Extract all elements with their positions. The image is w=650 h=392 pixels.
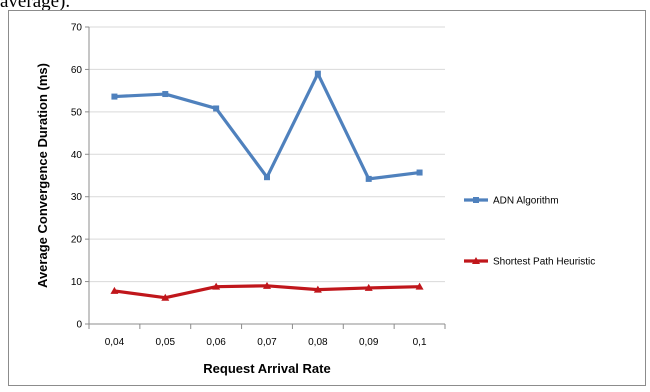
- data-point-0-1: [162, 91, 169, 98]
- data-point-1-0: [110, 286, 119, 294]
- x-tick-label-2: 0,06: [206, 337, 226, 348]
- data-point-0-3: [264, 174, 270, 181]
- y-axis-title: Average Convergence Duration (ms): [35, 63, 50, 288]
- data-point-1-2: [212, 282, 221, 290]
- data-point-1-1: [161, 293, 170, 301]
- y-tick-label-0: 0: [76, 320, 82, 331]
- x-tick-label-1: 0,05: [156, 337, 176, 348]
- x-tick-label-0: 0,04: [105, 337, 125, 348]
- y-tick-label-2: 20: [71, 235, 83, 246]
- y-tick-label-1: 10: [71, 277, 83, 288]
- x-tick-label-3: 0,07: [257, 337, 277, 348]
- x-tick-labels: 0,04 0,05 0,06 0,07 0,08 0,09 0,1: [105, 337, 427, 348]
- x-tick-label-5: 0,09: [359, 337, 379, 348]
- y-tick-label-7: 70: [71, 23, 83, 34]
- data-point-1-4: [313, 285, 322, 293]
- data-point-0-0: [111, 93, 118, 100]
- data-point-1-6: [415, 282, 424, 290]
- chart-frame: [8, 10, 646, 386]
- y-tick-label-6: 60: [71, 65, 83, 76]
- data-point-0-5: [365, 175, 372, 182]
- x-tick-label-4: 0,08: [308, 337, 328, 348]
- legend-marker-1: [472, 257, 480, 264]
- data-point-1-3: [263, 281, 271, 289]
- data-point-1-5: [364, 283, 373, 291]
- x-tick-label-6: 0,1: [413, 337, 427, 348]
- data-point-0-2: [213, 105, 220, 112]
- series-lines: [110, 70, 424, 301]
- axes: [85, 26, 446, 329]
- y-tick-label-3: 30: [71, 192, 83, 203]
- series-line-0: [114, 72, 420, 181]
- x-axis-title: Request Arrival Rate: [203, 361, 330, 376]
- y-tick-label-4: 40: [71, 150, 83, 161]
- y-tick-label-5: 50: [71, 107, 83, 118]
- legend: ADN Algorithm Shortest Path Heuristic: [464, 196, 595, 268]
- y-tick-labels: 0 10 20 30 40 50 60 70: [71, 23, 83, 331]
- data-point-0-6: [416, 169, 423, 176]
- legend-label-0: ADN Algorithm: [493, 196, 559, 207]
- legend-marker-0: [473, 197, 479, 203]
- grid-lines: [89, 26, 445, 283]
- top-text-fragment: average).: [0, 0, 71, 12]
- legend-label-1: Shortest Path Heuristic: [493, 257, 595, 268]
- data-point-0-4: [314, 70, 321, 77]
